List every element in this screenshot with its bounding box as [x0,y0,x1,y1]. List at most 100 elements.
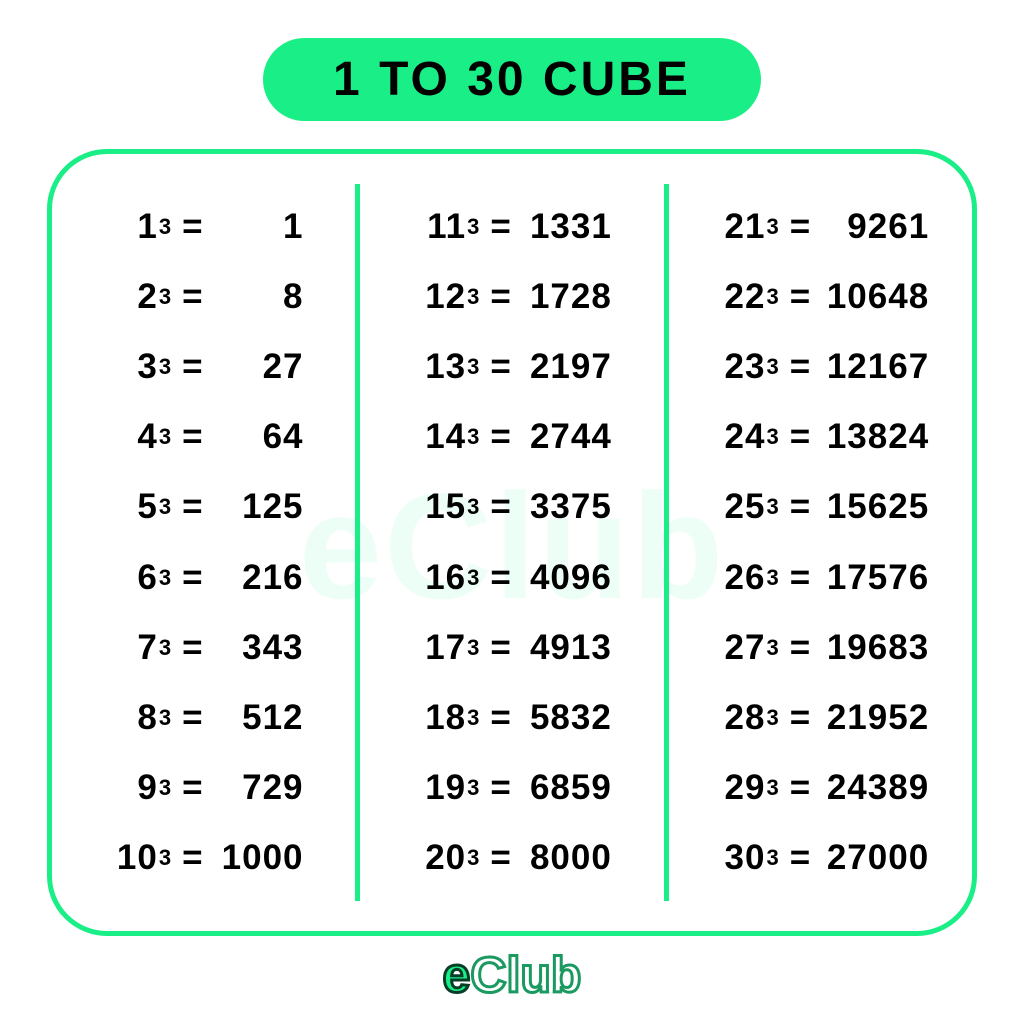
equals-sign: = [182,277,203,317]
cube-exponent: 3 [467,214,480,240]
cube-exponent: 3 [159,214,172,240]
equals-sign: = [182,207,203,247]
equals-sign: = [490,487,511,527]
cube-entry: 213=9261 [689,207,952,247]
cube-entry: 133=2197 [380,347,643,387]
cube-base: 17 [412,628,466,668]
cube-entry: 13=1 [72,207,335,247]
cube-exponent: 3 [159,284,172,310]
cube-exponent: 3 [766,635,779,661]
cube-exponent: 3 [467,354,480,380]
cube-base: 25 [711,487,765,527]
cube-value: 8000 [522,838,612,878]
cube-base: 7 [104,628,158,668]
cube-base: 18 [412,698,466,738]
cube-value: 4096 [522,558,612,598]
cube-base: 3 [104,347,158,387]
cube-entry: 93=729 [72,768,335,808]
equals-sign: = [490,698,511,738]
cube-base: 24 [711,417,765,457]
cube-exponent: 3 [159,354,172,380]
cube-exponent: 3 [467,705,480,731]
equals-sign: = [490,347,511,387]
cube-exponent: 3 [766,354,779,380]
equals-sign: = [182,487,203,527]
cube-base: 30 [711,838,765,878]
cube-value: 512 [214,698,304,738]
cube-exponent: 3 [766,705,779,731]
cube-base: 22 [711,277,765,317]
equals-sign: = [490,558,511,598]
cube-entry: 53=125 [72,487,335,527]
cube-base: 27 [711,628,765,668]
cube-exponent: 3 [766,775,779,801]
cube-entry: 293 =24389 [689,768,952,808]
equals-sign: = [790,768,811,808]
cube-value: 27000 [821,838,929,878]
cube-base: 21 [711,207,765,247]
equals-sign: = [182,347,203,387]
cube-exponent: 3 [159,424,172,450]
cube-column-1: 13=123=833=2743=6453=12563=21673=34383=5… [52,184,360,901]
cube-value: 4913 [522,628,612,668]
cube-exponent: 3 [467,494,480,520]
cube-value: 15625 [821,487,929,527]
equals-sign: = [790,487,811,527]
cube-base: 14 [412,417,466,457]
cube-value: 729 [214,768,304,808]
equals-sign: = [490,768,511,808]
cube-base: 28 [711,698,765,738]
equals-sign: = [490,417,511,457]
cube-exponent: 3 [766,214,779,240]
cube-exponent: 3 [467,284,480,310]
cube-entry: 153 = 3375 [380,487,643,527]
cube-base: 20 [412,838,466,878]
cube-base: 4 [104,417,158,457]
cube-exponent: 3 [159,775,172,801]
cube-entry: 203 = 8000 [380,838,643,878]
equals-sign: = [182,417,203,457]
cube-exponent: 3 [159,565,172,591]
cube-exponent: 3 [766,494,779,520]
cube-exponent: 3 [467,845,480,871]
cube-exponent: 3 [159,635,172,661]
cube-exponent: 3 [766,424,779,450]
cube-exponent: 3 [159,705,172,731]
cube-value: 10648 [821,277,929,317]
cube-entry: 243=13824 [689,417,952,457]
equals-sign: = [182,698,203,738]
cube-value: 3375 [522,487,612,527]
cube-entry: 223=10648 [689,277,952,317]
cube-value: 17576 [821,558,929,598]
cube-entry: 233=12167 [689,347,952,387]
cube-entry: 73=343 [72,628,335,668]
cube-exponent: 3 [766,845,779,871]
cube-base: 15 [412,487,466,527]
cube-entry: 33 = 27 [72,347,335,387]
cube-column-3: 213=9261223=10648233=12167243=13824253=1… [669,184,972,901]
cube-base: 29 [711,768,765,808]
cube-base: 10 [104,838,158,878]
cube-exponent: 3 [467,424,480,450]
cube-base: 16 [412,558,466,598]
cube-base: 23 [711,347,765,387]
cube-entry: 273=19683 [689,628,952,668]
cube-entry: 183=5832 [380,698,643,738]
cube-value: 24389 [821,768,929,808]
cube-column-2: 113=1331123=1728133=2197143=2744153=3375… [360,184,668,901]
cube-base: 1 [104,207,158,247]
cube-entry: 163=4096 [380,558,643,598]
brand-logo: eClub [443,946,582,1004]
cube-value: 27 [214,347,304,387]
cube-exponent: 3 [159,494,172,520]
cube-base: 12 [412,277,466,317]
cube-entry: 253 =15625 [689,487,952,527]
cube-value: 1000 [214,838,304,878]
cube-value: 9261 [821,207,929,247]
page-title: 1 TO 30 CUBE [263,38,761,121]
equals-sign: = [182,838,203,878]
cube-base: 11 [412,207,466,247]
cube-entry: 173=4913 [380,628,643,668]
equals-sign: = [490,838,511,878]
equals-sign: = [790,558,811,598]
